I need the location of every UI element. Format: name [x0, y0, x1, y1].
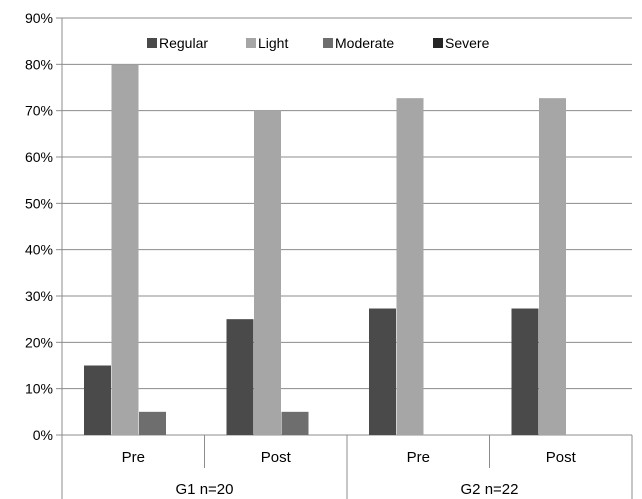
bar-regular-3 [511, 308, 539, 435]
bar-light-1 [254, 110, 281, 436]
y-tick-label: 20% [25, 334, 53, 350]
group-label: G2 n=22 [461, 481, 519, 498]
y-tick-label: 70% [25, 103, 53, 119]
category-label: Pre [122, 449, 145, 466]
y-tick-label: 60% [25, 149, 53, 165]
legend-swatch-severe [433, 38, 443, 48]
y-tick-label: 40% [25, 242, 53, 258]
bar-light-2 [396, 98, 424, 435]
y-tick-label: 80% [25, 56, 53, 72]
bar-moderate-1 [281, 411, 309, 435]
bars [84, 64, 566, 436]
bar-regular-2 [369, 308, 396, 435]
y-tick-label: 0% [33, 427, 53, 443]
legend-label-severe: Severe [445, 35, 490, 51]
bar-moderate-0 [139, 411, 166, 435]
bar-light-0 [111, 64, 139, 435]
bar-regular-1 [226, 319, 254, 435]
legend-swatch-light [246, 38, 256, 48]
category-label: Pre [407, 449, 430, 466]
legend-label-regular: Regular [159, 35, 208, 51]
bar-regular-0 [84, 365, 111, 435]
y-tick-label: 90% [25, 10, 53, 26]
legend-swatch-moderate [323, 38, 333, 48]
axes: 0% 10% 20% 30% 40% 50% 60% 70% 80% 90% Pre Post Pre P… [25, 10, 633, 499]
category-label: Post [546, 449, 577, 466]
y-tick-label: 10% [25, 381, 53, 397]
y-tick-label: 50% [25, 195, 53, 211]
category-label: Post [261, 449, 292, 466]
group-label: G1 n=20 [176, 481, 234, 498]
legend-swatch-regular [147, 38, 157, 48]
gridlines [62, 17, 632, 436]
legend-label-moderate: Moderate [335, 35, 394, 51]
y-tick-label: 30% [25, 288, 53, 304]
legend-label-light: Light [258, 35, 288, 51]
bar-light-3 [539, 98, 566, 435]
legend: Regular Light Moderate Severe [147, 35, 490, 51]
